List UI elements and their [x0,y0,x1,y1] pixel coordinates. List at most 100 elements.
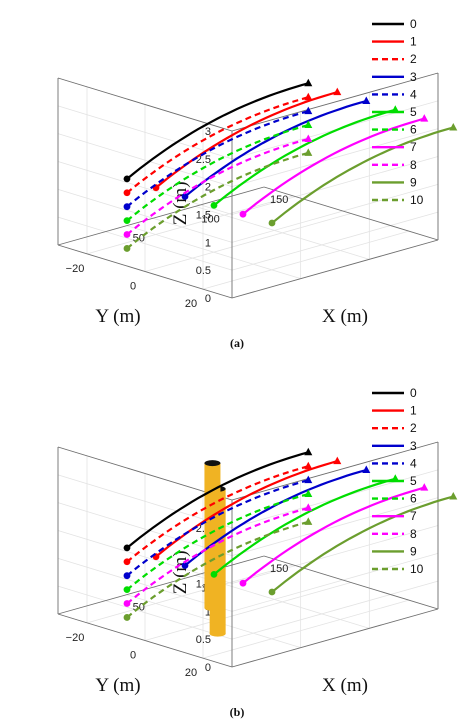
series-lines [123,78,458,252]
axis-line [231,72,439,132]
legend-label: 2 [410,421,417,435]
end-marker-7 [420,114,429,122]
legend-label: 6 [410,492,417,506]
axis-line [57,613,233,668]
gridline [231,183,439,243]
end-marker-8 [304,503,313,511]
axis-line [231,441,439,501]
series-line-4 [126,110,309,208]
axis-line [263,186,439,241]
gridline [144,582,352,641]
start-marker-7 [239,579,247,587]
z-tick-label: 0.5 [196,265,211,277]
series-line-5 [213,477,396,576]
start-marker-4 [123,203,131,211]
axis-line [231,239,439,299]
series-line-2 [126,465,309,563]
z-tick-label: 0 [205,662,211,674]
series-line-10 [126,151,309,250]
y-axis-label: Y (m) [95,675,140,696]
gridline [231,128,439,188]
legend-label: 4 [410,87,417,101]
start-marker-5 [210,570,218,578]
end-marker-0 [304,447,313,456]
y-tick-label: 0 [130,650,136,662]
start-marker-3 [181,193,189,200]
z-tick-label: 0 [205,293,211,305]
y-axis-label: Y (m) [95,306,140,327]
start-marker-10 [123,614,131,621]
legend-label: 3 [410,70,417,84]
end-marker-8 [304,134,313,142]
series-line-7 [242,117,425,216]
obstacle-base [209,630,226,637]
series-line-6 [126,492,309,591]
gridline [231,211,439,271]
end-marker-10 [304,517,313,525]
z-tick-label: 2 [205,182,211,194]
legend-label: 8 [410,158,417,172]
legend-label: 9 [410,175,417,189]
gridline [231,525,439,584]
obstacle-base [204,604,221,611]
axis-line [57,186,265,246]
end-marker-10 [304,148,313,156]
legend-label: 10 [410,193,424,207]
y-tick-label: 0 [130,281,136,293]
z-tick-label: 1 [205,606,211,618]
end-marker-2 [304,92,313,101]
panel-caption: (b) [230,705,245,719]
end-marker-1 [333,87,342,96]
series-line-2 [126,96,309,194]
x-tick-label: 100 [201,213,219,225]
end-marker-7 [420,483,429,491]
start-marker-2 [123,558,131,566]
legend-label: 0 [410,17,417,31]
grid [57,441,439,668]
axis-line [231,608,439,668]
legend-label: 0 [410,386,417,400]
end-marker-3 [362,96,371,104]
start-marker-6 [123,586,131,594]
x-tick-label: 150 [270,563,288,575]
z-tick-label: 2.5 [196,154,211,166]
y-tick-label: 20 [185,298,197,310]
gridline [231,156,439,215]
legend-label: 4 [410,456,417,470]
end-marker-2 [304,461,313,470]
obstacle-top [204,460,221,467]
series-line-9 [271,495,454,593]
legend-label: 7 [410,509,417,523]
end-marker-6 [304,120,313,128]
end-marker-1 [333,456,342,465]
axis-line [57,244,233,299]
start-marker-0 [123,544,131,552]
start-marker-9 [268,219,276,227]
end-marker-4 [304,106,313,115]
series-lines [123,447,458,621]
series-line-10 [126,520,309,619]
start-marker-5 [210,201,218,209]
gridline [231,580,439,640]
x-axis-label: X (m) [322,675,368,696]
axis-line [57,446,233,501]
end-marker-9 [449,123,458,131]
series-line-4 [126,479,309,577]
start-marker-8 [123,231,131,238]
start-marker-8 [123,600,131,607]
series-line-9 [271,126,454,224]
gridline [202,599,410,659]
legend-label: 6 [410,123,417,137]
gridline [231,552,439,612]
y-tick-label: −20 [66,263,85,275]
legend-label: 10 [410,562,424,576]
z-axis-label: Z (m) [170,550,191,594]
obstacle-cylinder [204,463,221,608]
axis-line [57,555,265,615]
start-marker-9 [268,588,276,596]
gridline [144,213,352,272]
axis-line [57,77,233,132]
legend: 0 1 2 3 4 5 6 7 8 9 10 [372,17,424,207]
